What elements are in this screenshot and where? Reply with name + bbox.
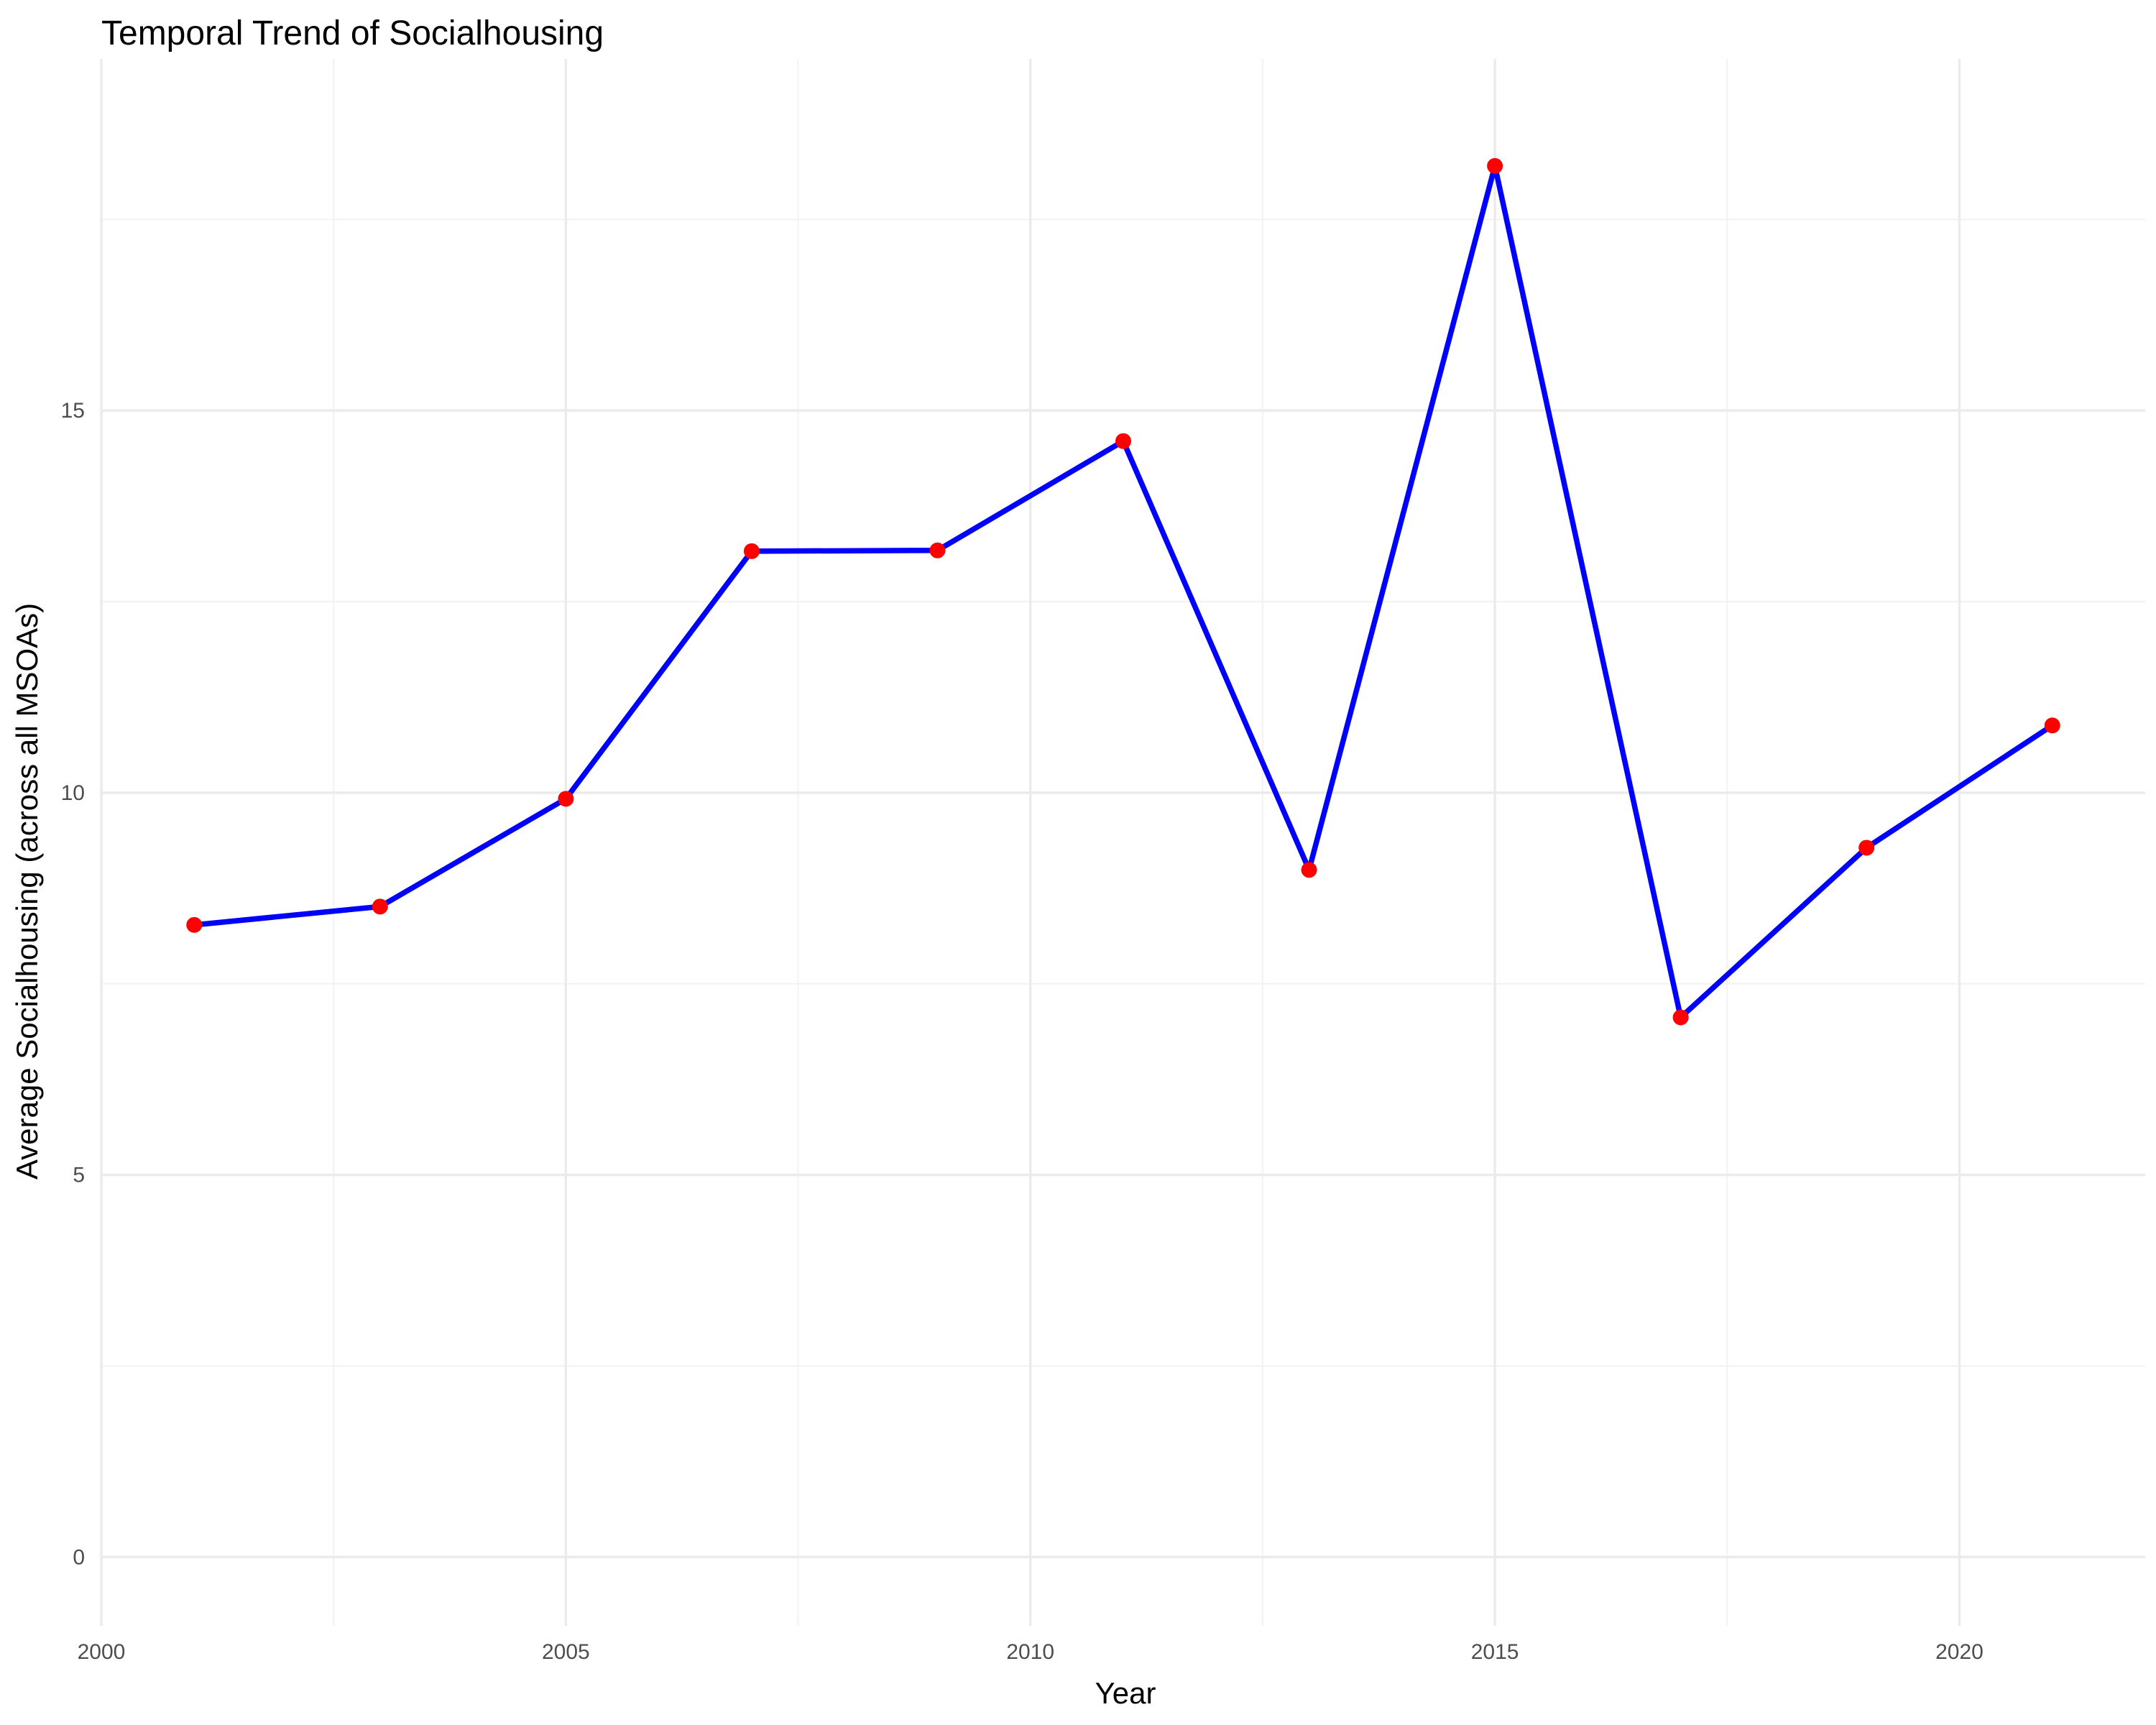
x-tick-label: 2020 (1935, 1640, 1984, 1664)
series-line (193, 163, 2054, 1021)
minor-x-gridlines (333, 59, 1728, 1626)
data-point (1487, 157, 1503, 174)
x-tick-label: 2005 (542, 1640, 590, 1664)
y-tick-label: 5 (73, 1164, 85, 1187)
y-tick-label: 15 (61, 399, 85, 423)
x-tick-label: 2000 (78, 1640, 126, 1664)
series-lines (193, 163, 2054, 1021)
y-tick-label: 0 (73, 1545, 85, 1569)
x-axis-title: Year (1095, 1676, 1156, 1710)
y-axis-title: Average Socialhousing (across all MSOAs) (10, 603, 44, 1179)
data-point (1115, 433, 1131, 449)
data-point (186, 916, 203, 933)
y-tick-label: 10 (61, 781, 85, 805)
x-tick-label: 2010 (1006, 1640, 1054, 1664)
data-point (2044, 717, 2060, 734)
data-point (372, 898, 388, 915)
data-point (743, 543, 760, 559)
y-tick-labels: 0 5 10 15 (61, 399, 85, 1569)
series-points (186, 157, 2060, 1026)
chart-title: Temporal Trend of Socialhousing (101, 14, 604, 52)
x-tick-labels: 2000 2005 2010 2015 2020 (78, 1640, 1984, 1664)
major-y-gridlines (101, 409, 2145, 1559)
data-point (558, 791, 574, 807)
major-x-gridlines (100, 59, 1961, 1626)
data-point (1858, 840, 1875, 856)
minor-y-gridlines (101, 218, 2145, 1367)
data-point (1301, 862, 1317, 878)
x-tick-label: 2015 (1471, 1640, 1519, 1664)
data-point (929, 542, 946, 558)
data-point (1672, 1009, 1689, 1026)
